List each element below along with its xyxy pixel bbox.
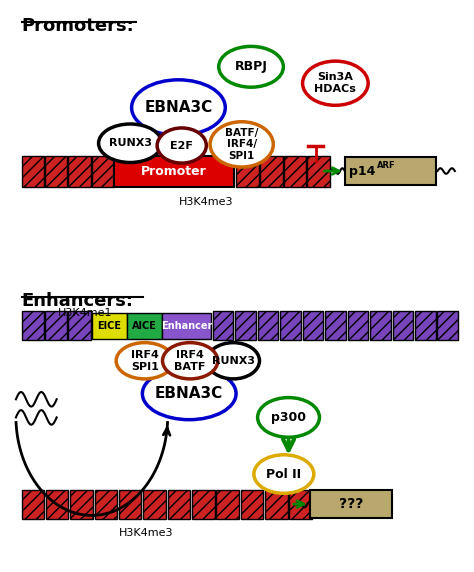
Text: ARF: ARF [377,161,395,170]
Text: BATF/
IRF4/
SPI1: BATF/ IRF4/ SPI1 [225,128,258,161]
Bar [45,156,67,187]
Text: IRF4
BATF: IRF4 BATF [174,350,206,372]
Ellipse shape [207,343,259,379]
Bar [192,490,215,519]
Bar [265,490,288,519]
Bar [290,490,312,519]
Bar [260,156,283,187]
Bar [127,313,162,339]
Ellipse shape [99,124,162,162]
Text: RBPJ: RBPJ [235,60,267,73]
Bar [415,312,436,340]
Text: E2F: E2F [170,141,193,150]
Bar [241,490,263,519]
Ellipse shape [302,61,368,105]
Text: EBNA3C: EBNA3C [144,100,212,115]
Bar [236,156,258,187]
Bar [284,156,306,187]
Bar [307,156,330,187]
Bar [217,490,239,519]
Bar [347,312,368,340]
Bar [68,312,91,340]
Text: H3K4me3: H3K4me3 [179,197,234,206]
Text: RUNX3: RUNX3 [212,356,255,366]
Ellipse shape [163,343,218,379]
Bar [257,312,278,340]
Bar [345,157,436,185]
Bar [92,313,127,339]
Bar [392,312,413,340]
Ellipse shape [210,122,273,167]
Ellipse shape [116,343,173,379]
Text: Sin3A
HDACs: Sin3A HDACs [314,73,356,94]
Bar [438,312,458,340]
Text: ???: ??? [338,497,363,511]
Ellipse shape [157,128,206,163]
Text: H3K4me1: H3K4me1 [57,308,112,317]
Bar [119,490,141,519]
Text: EICE: EICE [98,321,122,331]
Text: H3K4me3: H3K4me3 [118,529,173,538]
Bar [235,312,256,340]
Ellipse shape [132,80,225,136]
Bar [310,490,392,518]
Bar [21,312,44,340]
Bar [162,313,211,339]
Text: p300: p300 [271,411,306,424]
Bar [68,156,91,187]
Text: Enhancer: Enhancer [161,321,212,331]
Text: EBNA3C: EBNA3C [155,386,223,401]
Bar [95,490,117,519]
Text: p14: p14 [349,165,375,177]
Bar [213,312,233,340]
Bar [114,156,234,187]
Ellipse shape [142,368,236,420]
Ellipse shape [219,46,283,87]
Text: Pol II: Pol II [266,467,301,480]
Bar [21,156,44,187]
Bar [325,312,346,340]
Bar [280,312,301,340]
Ellipse shape [257,398,319,437]
Ellipse shape [254,455,314,493]
Text: RUNX3: RUNX3 [109,138,152,148]
Bar [168,490,190,519]
Bar [21,490,44,519]
Bar [302,312,323,340]
Bar [46,490,68,519]
Text: Enhancers:: Enhancers: [21,292,134,309]
Bar [370,312,391,340]
Text: Promoters:: Promoters: [21,17,134,35]
Text: AICE: AICE [132,321,157,331]
Bar [143,490,166,519]
Text: Promoter: Promoter [141,165,207,177]
Text: IRF4
SPI1: IRF4 SPI1 [131,350,159,372]
Bar [70,490,93,519]
Bar [92,156,114,187]
Bar [45,312,67,340]
